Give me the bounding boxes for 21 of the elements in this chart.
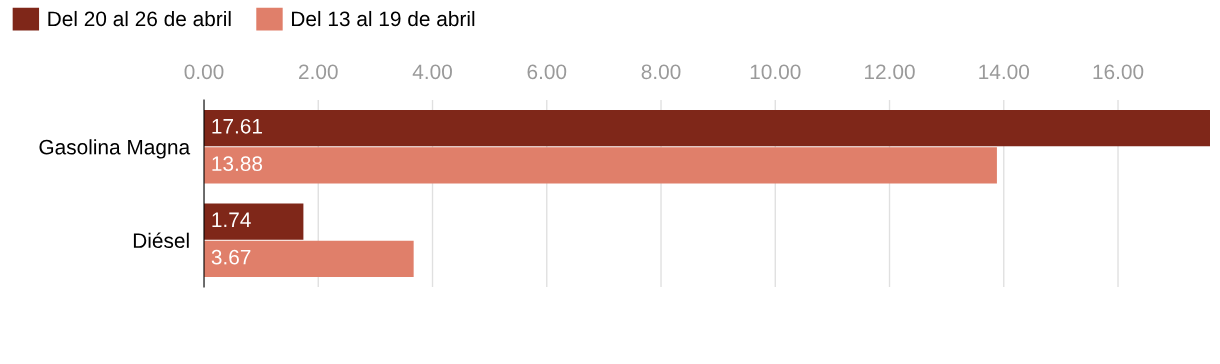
data-label: 17.61 — [212, 118, 262, 134]
x-tick-label: 4.00 — [412, 64, 452, 80]
data-label: 1.74 — [212, 212, 251, 227]
x-tick-label: 8.00 — [641, 64, 681, 80]
legend-label: Del 13 al 19 de abril — [292, 10, 475, 27]
x-tick-label: 10.00 — [750, 64, 801, 80]
legend-label: Del 20 al 26 de abril — [48, 10, 231, 27]
x-tick-label: 12.00 — [865, 64, 915, 80]
x-tick-label: 2.00 — [299, 64, 338, 80]
bar — [204, 109, 1210, 147]
bar — [204, 147, 997, 184]
bar — [204, 203, 304, 240]
x-tick-label: 6.00 — [527, 64, 567, 80]
data-label: 3.67 — [211, 249, 251, 265]
x-tick-label: 14.00 — [979, 64, 1030, 80]
data-label: 13.88 — [212, 156, 263, 172]
y-tick-label: Gasolina Magna — [39, 139, 191, 159]
x-tick-label: 0.00 — [184, 64, 224, 80]
bar — [204, 240, 414, 278]
y-tick-label: Diésel — [133, 232, 189, 248]
x-tick-label: 16.00 — [1093, 64, 1144, 80]
